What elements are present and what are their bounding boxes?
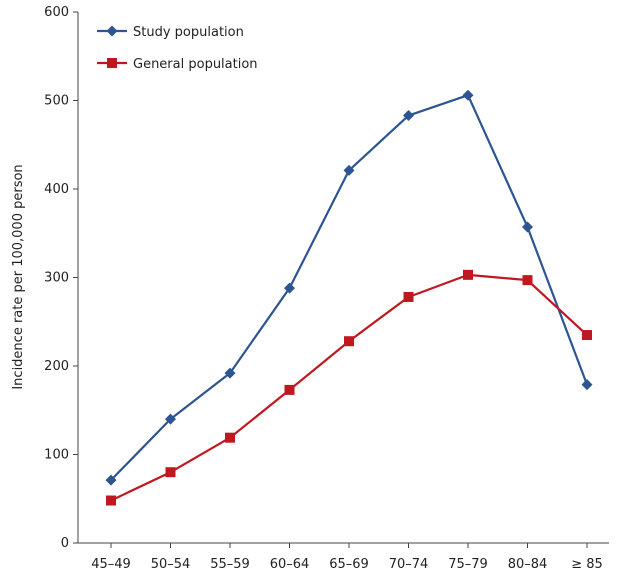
general-population-point — [463, 269, 473, 280]
general-population-line — [110, 273, 588, 502]
general-population-point — [284, 384, 295, 395]
x-tick-label: 65–69 — [329, 557, 369, 572]
legend: Study population General population — [97, 25, 258, 72]
study-population-series — [105, 89, 593, 486]
legend-label-study-population: Study population — [133, 25, 244, 40]
study-population-point — [522, 221, 533, 233]
legend-item-study-population: Study population — [97, 25, 244, 40]
x-tick-label: 50–54 — [151, 557, 191, 572]
general-population-series — [106, 269, 592, 506]
y-tick-label: 100 — [44, 448, 69, 463]
general-population-point — [165, 467, 176, 478]
study-population-point — [284, 282, 295, 294]
study-population-line — [110, 94, 589, 481]
y-tick-label: 200 — [44, 359, 69, 374]
tick-labels: 0 100 200 300 400 500 600 45–49 50–54 55–59 60–64 6… — [44, 5, 603, 572]
study-population-point — [165, 413, 176, 425]
general-population-point — [403, 291, 414, 302]
x-tick-label: 75–79 — [448, 557, 488, 572]
axes — [73, 11, 609, 548]
general-population-point — [106, 495, 116, 506]
study-population-point — [105, 474, 117, 486]
legend-marker-general-population — [107, 58, 117, 68]
y-tick-label: 500 — [44, 94, 69, 109]
y-tick-label: 0 — [61, 536, 69, 551]
x-tick-label: ≥ 85 — [571, 557, 603, 572]
x-tick-label: 55–59 — [210, 557, 250, 572]
study-population-point — [581, 379, 593, 391]
study-population-point — [403, 110, 414, 122]
x-tick-label: 60–64 — [270, 557, 310, 572]
general-population-point — [344, 336, 354, 347]
general-population-point — [582, 330, 592, 341]
study-population-point — [462, 89, 474, 101]
x-tick-label: 45–49 — [91, 557, 131, 572]
legend-marker-study-population — [106, 25, 118, 37]
study-population-point — [224, 367, 236, 379]
x-tick-label: 70–74 — [389, 557, 429, 572]
y-tick-label: 400 — [44, 182, 69, 197]
study-population-point — [343, 164, 355, 176]
series-group — [105, 89, 593, 506]
x-tick-label: 80–84 — [508, 557, 548, 572]
general-population-point — [522, 275, 533, 286]
legend-item-general-population: General population — [97, 57, 258, 72]
y-tick-label: 300 — [44, 271, 69, 286]
y-axis-title: Incidence rate per 100,000 person — [11, 164, 26, 389]
y-tick-label: 600 — [44, 5, 69, 20]
general-population-point — [225, 432, 235, 443]
legend-label-general-population: General population — [133, 57, 258, 72]
